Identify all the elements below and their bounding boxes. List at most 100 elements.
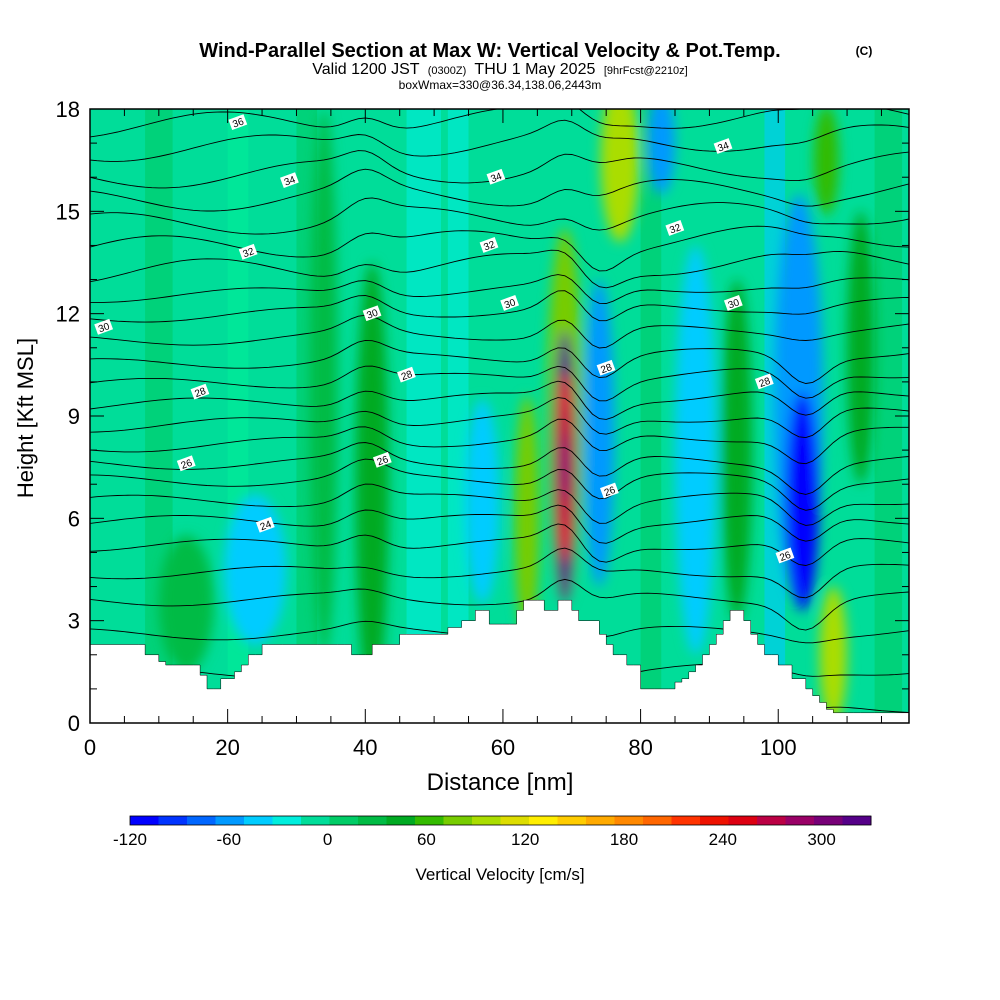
contour-label-text: 34 xyxy=(283,174,298,188)
contour-label-bg xyxy=(600,482,619,499)
contour-label-text: 32 xyxy=(242,246,257,260)
colorbar-tick-label: -60 xyxy=(217,830,242,849)
y-tick-label: 6 xyxy=(68,506,80,531)
velocity-core xyxy=(562,433,568,502)
contour-label-bg xyxy=(94,318,114,335)
velocity-cell xyxy=(675,245,717,655)
y-tick-label: 15 xyxy=(56,199,80,224)
contour-label: 34 xyxy=(486,168,506,185)
colorbar-swatch xyxy=(671,816,701,825)
colorbar-swatch xyxy=(614,816,644,825)
x-tick-label: 80 xyxy=(628,735,652,760)
y-tick-label: 18 xyxy=(56,97,80,122)
velocity-band xyxy=(640,109,662,723)
valid-time-utc: (0300Z) xyxy=(428,65,467,77)
colorbar-swatch xyxy=(472,816,501,825)
colorbar-tick-label: 240 xyxy=(709,830,737,849)
colorbar-swatch xyxy=(329,816,359,825)
pot-temp-line xyxy=(90,397,909,439)
colorbar-tick-label: 300 xyxy=(807,830,835,849)
contour-label-text: 28 xyxy=(599,362,614,376)
x-tick-label: 100 xyxy=(760,735,797,760)
contour-label: 30 xyxy=(723,295,743,311)
contour-label: 28 xyxy=(754,373,774,390)
contour-label: 30 xyxy=(362,305,382,322)
y-axis-label: Height [Kft MSL] xyxy=(13,338,38,498)
colorbar-swatch xyxy=(529,816,558,825)
pot-temp-line xyxy=(90,249,909,289)
velocity-band xyxy=(406,109,441,723)
velocity-cell xyxy=(847,211,875,485)
contour-label-bg xyxy=(665,220,685,236)
contour-label-bg xyxy=(723,295,743,311)
contour-label-bg xyxy=(596,359,616,376)
pot-temp-line xyxy=(90,523,909,566)
colorbar-tick-label: -120 xyxy=(113,830,147,849)
x-axis-label: Distance [nm] xyxy=(427,769,574,796)
contour-labels: 36 34 34 34 32 32 32 30 30 30 30 28 28 28 28 26 26 26 26 24 xyxy=(94,114,795,564)
contour-label-bg xyxy=(190,383,210,400)
contour-label-bg xyxy=(255,516,275,533)
colorbar-swatch xyxy=(500,816,530,825)
velocity-cell xyxy=(514,395,540,642)
contour-label-bg xyxy=(479,237,499,253)
velocity-cell xyxy=(158,535,214,672)
contour-label: 26 xyxy=(600,482,619,499)
colorbar-swatch xyxy=(643,816,672,825)
copyright-mark: (C) xyxy=(856,44,873,58)
x-tick-label: 40 xyxy=(353,735,377,760)
pot-temp-line xyxy=(90,314,909,349)
colorbar-tick-label: 60 xyxy=(417,830,436,849)
pot-temp-line xyxy=(90,458,909,511)
chart-title: Wind-Parallel Section at Max W: Vertical… xyxy=(199,40,780,62)
vertical-velocity-field xyxy=(158,109,875,723)
colorbar-swatch xyxy=(557,816,587,825)
valid-date: THU 1 May 2025 xyxy=(474,61,595,78)
contour-label-text: 28 xyxy=(758,376,773,390)
pot-temp-line xyxy=(90,274,909,304)
x-axis: 0 20 40 60 80 100 xyxy=(84,109,882,760)
vertical-velocity-bands xyxy=(145,109,903,723)
contour-label: 30 xyxy=(94,318,114,335)
contour-label-text: 30 xyxy=(503,297,518,311)
colorbar-swatch xyxy=(187,816,216,825)
colorbar-swatch xyxy=(386,816,416,825)
velocity-cell xyxy=(785,392,819,611)
contour-label-bg xyxy=(372,451,392,468)
contour-label-bg xyxy=(176,455,196,472)
colorbar-swatch xyxy=(586,816,615,825)
contour-label: 32 xyxy=(665,220,685,236)
colorbar-frame xyxy=(129,815,872,826)
contour-label-text: 28 xyxy=(400,369,415,383)
contour-label-text: 32 xyxy=(668,222,683,236)
contour-label: 28 xyxy=(190,383,210,400)
contour-label-bg xyxy=(280,172,299,189)
velocity-cell xyxy=(721,279,753,621)
contour-label: 26 xyxy=(372,451,392,468)
velocity-cell xyxy=(224,494,287,645)
contour-label-text: 34 xyxy=(489,171,504,185)
plot-area: 36 34 34 34 32 32 32 30 30 30 30 28 28 28 28 26 26 26 26 24 xyxy=(90,109,909,723)
box-max-info: boxWmax=330@36.34,138.06,2443m xyxy=(399,78,602,92)
contour-label: 28 xyxy=(397,366,416,383)
contour-label-bg xyxy=(775,547,795,564)
pot-temp-line xyxy=(90,578,909,631)
contour-label-bg xyxy=(397,366,416,383)
colorbar-swatch xyxy=(301,816,330,825)
contour-label-text: 26 xyxy=(778,550,793,564)
colorbar-swatch xyxy=(415,816,444,825)
velocity-cell xyxy=(819,586,848,723)
pot-temp-line xyxy=(90,418,909,465)
contour-label-text: 24 xyxy=(259,519,274,533)
colorbar: -120 -60 0 60 120 180 240 300 xyxy=(113,815,872,849)
contour-label: 32 xyxy=(238,243,258,260)
pot-temp-line xyxy=(90,442,909,495)
contour-label: 24 xyxy=(255,516,275,533)
pot-temp-line xyxy=(90,339,909,384)
pot-temp-line xyxy=(90,119,909,162)
colorbar-swatch xyxy=(443,816,473,825)
colorbar-swatch xyxy=(158,816,188,825)
velocity-cell xyxy=(310,109,338,655)
